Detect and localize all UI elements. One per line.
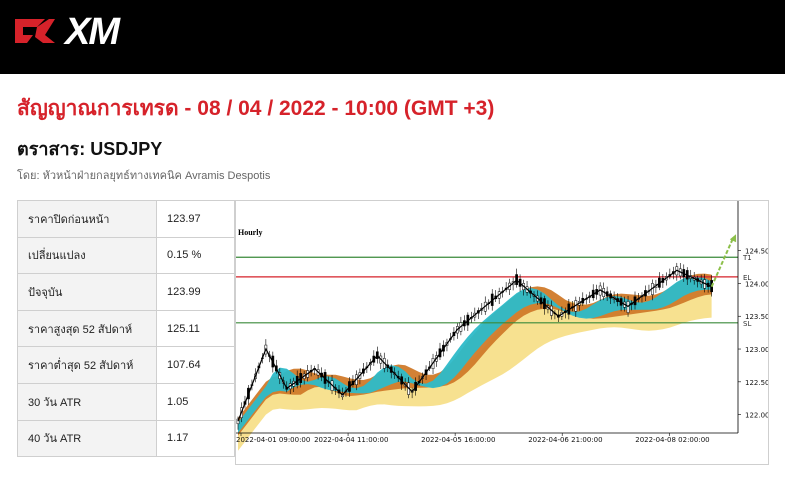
stats-row: เปลี่ยนแปลง 0.15 % — [17, 236, 235, 275]
stats-row: 30 วัน ATR 1.05 — [17, 382, 235, 421]
yellow-band — [238, 284, 712, 451]
x-tick-label: 2022-04-08 02:00:00 — [635, 436, 709, 444]
y-tick-label: 122.00 — [745, 412, 769, 420]
instrument-label: ตราสาร: USDJPY — [17, 139, 163, 159]
stats-value: 125.11 — [156, 309, 235, 348]
stats-row: ปัจจุบัน 123.99 — [17, 273, 235, 311]
x-tick-label: 2022-04-04 11:00:00 — [314, 436, 388, 444]
y-tick-label: 124.00 — [745, 280, 769, 288]
stats-row: ราคาปิดก่อนหน้า 123.97 — [17, 200, 235, 238]
stats-row: ราคาต่ำสุด 52 สัปดาห์ 107.64 — [17, 346, 235, 384]
zigzag-line — [237, 269, 712, 422]
stats-table: ราคาปิดก่อนหน้า 123.97 เปลี่ยนแปลง 0.15 % ปั… — [17, 200, 235, 458]
stats-row: ราคาสูงสุด 52 สัปดาห์ 125.11 — [17, 309, 235, 348]
stats-row: 40 วัน ATR 1.17 — [17, 419, 235, 458]
y-tick-label: 123.50 — [745, 313, 769, 321]
level-label-t1: T1 — [742, 254, 752, 262]
x-tick-label: 2022-04-01 09:00:00 — [236, 436, 310, 444]
orange-band — [238, 273, 712, 436]
stats-label: 30 วัน ATR — [17, 382, 157, 421]
header: XM — [0, 0, 785, 74]
candle-body — [236, 418, 240, 425]
timeframe-label: Hourly — [238, 228, 263, 237]
stats-label: ปัจจุบัน — [17, 273, 157, 311]
y-tick-label: 122.50 — [745, 379, 769, 387]
level-label-el: EL — [743, 274, 751, 282]
stats-value: 1.05 — [156, 382, 235, 421]
level-label-sl: SL — [743, 320, 751, 328]
y-tick-label: 124.50 — [745, 248, 769, 256]
stats-value: 107.64 — [156, 346, 235, 384]
signal-title: สัญญาณการเทรด - 08 / 04 / 2022 - 10:00 (… — [17, 97, 495, 120]
stats-label: เปลี่ยนแปลง — [17, 236, 157, 275]
xm-logo-mark-icon — [15, 19, 55, 43]
stats-value: 123.97 — [156, 200, 235, 238]
logo-text: XM — [65, 11, 120, 53]
stats-label: ราคาปิดก่อนหน้า — [17, 200, 157, 238]
stats-value: 1.17 — [156, 419, 235, 458]
y-tick-label: 123.00 — [745, 346, 769, 354]
price-chart: T1 EL SL 124.50 124.00 123.50 123.00 122.50 122.… — [235, 200, 769, 465]
chart-canvas: T1 EL SL 124.50 124.00 123.50 123.00 122.50 122.… — [236, 201, 769, 451]
stats-value: 123.99 — [156, 273, 235, 311]
stats-label: 40 วัน ATR — [17, 419, 157, 458]
stats-label: ราคาต่ำสุด 52 สัปดาห์ — [17, 346, 157, 384]
teal-band — [238, 276, 712, 433]
stats-value: 0.15 % — [156, 236, 235, 275]
x-tick-label: 2022-04-05 16:00:00 — [421, 436, 495, 444]
x-tick-label: 2022-04-06 21:00:00 — [528, 436, 602, 444]
projection-arrowhead — [729, 234, 737, 243]
projection-line — [710, 237, 734, 288]
xm-logo[interactable]: XM — [15, 11, 120, 53]
stats-label: ราคาสูงสุด 52 สัปดาห์ — [17, 309, 157, 348]
author-byline: โดย: หัวหน้าฝ่ายกลยุทธ์ทางเทคนิค Avramis… — [17, 170, 271, 182]
